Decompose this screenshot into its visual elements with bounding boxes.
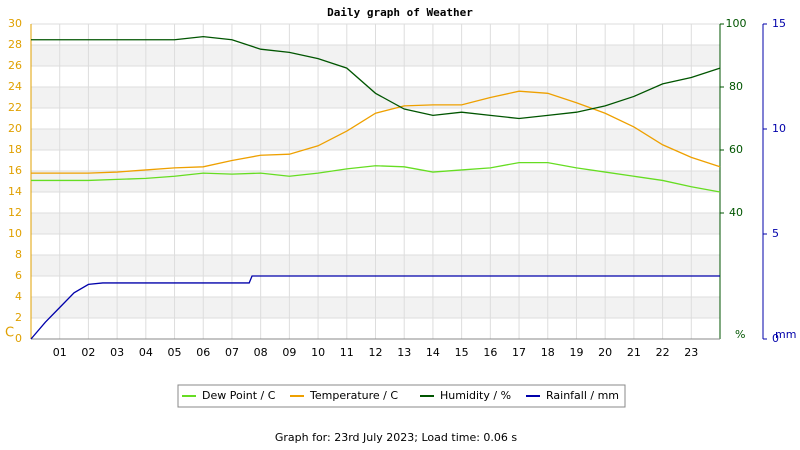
y-tick-label: 18 — [8, 143, 22, 156]
x-tick-label: 19 — [569, 346, 583, 359]
legend-label: Temperature / C — [309, 389, 398, 402]
x-tick-label: 20 — [598, 346, 612, 359]
x-tick-label: 23 — [684, 346, 698, 359]
legend — [177, 384, 626, 408]
y2-unit: % — [735, 328, 745, 341]
x-tick-label: 14 — [426, 346, 440, 359]
x-tick-label: 11 — [340, 346, 354, 359]
chart-title: Daily graph of Weather — [327, 6, 473, 19]
y3-tick-label: 0 — [772, 332, 779, 345]
x-tick-label: 16 — [483, 346, 497, 359]
y-tick-label: 30 — [8, 17, 22, 30]
x-tick-label: 05 — [168, 346, 182, 359]
x-tick-label: 18 — [541, 346, 555, 359]
y-tick-label: 12 — [8, 206, 22, 219]
x-tick-label: 12 — [369, 346, 383, 359]
y-unit: C — [5, 326, 14, 341]
y-tick-label: 14 — [8, 185, 22, 198]
y-tick-label: 20 — [8, 122, 22, 135]
y2-tick-label: 80 — [729, 80, 743, 93]
x-tick-label: 06 — [196, 346, 210, 359]
legend-items: Dew Point / C Temperature / C Humidity / %… — [182, 389, 619, 402]
y2-tick-label: 40 — [729, 206, 743, 219]
y3-tick-label: 15 — [772, 17, 786, 30]
y-tick-label: 28 — [8, 38, 22, 51]
y-tick-label: 26 — [8, 59, 22, 72]
x-tick-label: 02 — [81, 346, 95, 359]
x-tick-label: 03 — [110, 346, 124, 359]
y-tick-label: 10 — [8, 227, 22, 240]
x-tick-label: 04 — [139, 346, 153, 359]
y2-tick-label: 60 — [729, 143, 743, 156]
x-tick-label: 07 — [225, 346, 239, 359]
y-tick-label: 6 — [15, 269, 22, 282]
y-tick-label: 24 — [8, 80, 22, 93]
y-tick-label: 16 — [8, 164, 22, 177]
series-line — [31, 90, 721, 174]
y-tick-label: 4 — [15, 290, 22, 303]
y3-tick-label: 10 — [772, 122, 786, 135]
y-tick-label: 22 — [8, 101, 22, 114]
y-tick-label: 8 — [15, 248, 22, 261]
x-tick-label: 13 — [397, 346, 411, 359]
x-tick-label: 17 — [512, 346, 526, 359]
legend-label: Dew Point / C — [202, 389, 276, 402]
y-tick-label: 2 — [15, 311, 22, 324]
x-tick-label: 22 — [656, 346, 670, 359]
series-line — [31, 35, 721, 120]
y3-unit: mm — [775, 328, 796, 341]
x-tick-label: 21 — [627, 346, 641, 359]
footer: Graph for: 23rd July 2023; Load time: 0.… — [275, 431, 518, 444]
series-line — [31, 161, 721, 193]
y3-tick-label: 5 — [772, 227, 779, 240]
y-tick-label: 0 — [15, 332, 22, 345]
x-tick-label: 08 — [254, 346, 268, 359]
plot: 01 02 03 04 05 06 07 08 09 10 11 12 13 14 15 16 17 18 19 20… — [8, 17, 786, 359]
x-tick-label: 09 — [282, 346, 296, 359]
x-tick-label: 01 — [53, 346, 67, 359]
legend-label: Rainfall / mm — [546, 389, 619, 402]
y2-tick-label: 100 — [726, 17, 747, 30]
legend-label: Humidity / % — [440, 389, 511, 402]
x-tick-label: 10 — [311, 346, 325, 359]
series-line — [30, 275, 720, 340]
bands — [31, 23, 720, 340]
x-tick-label: 15 — [455, 346, 469, 359]
